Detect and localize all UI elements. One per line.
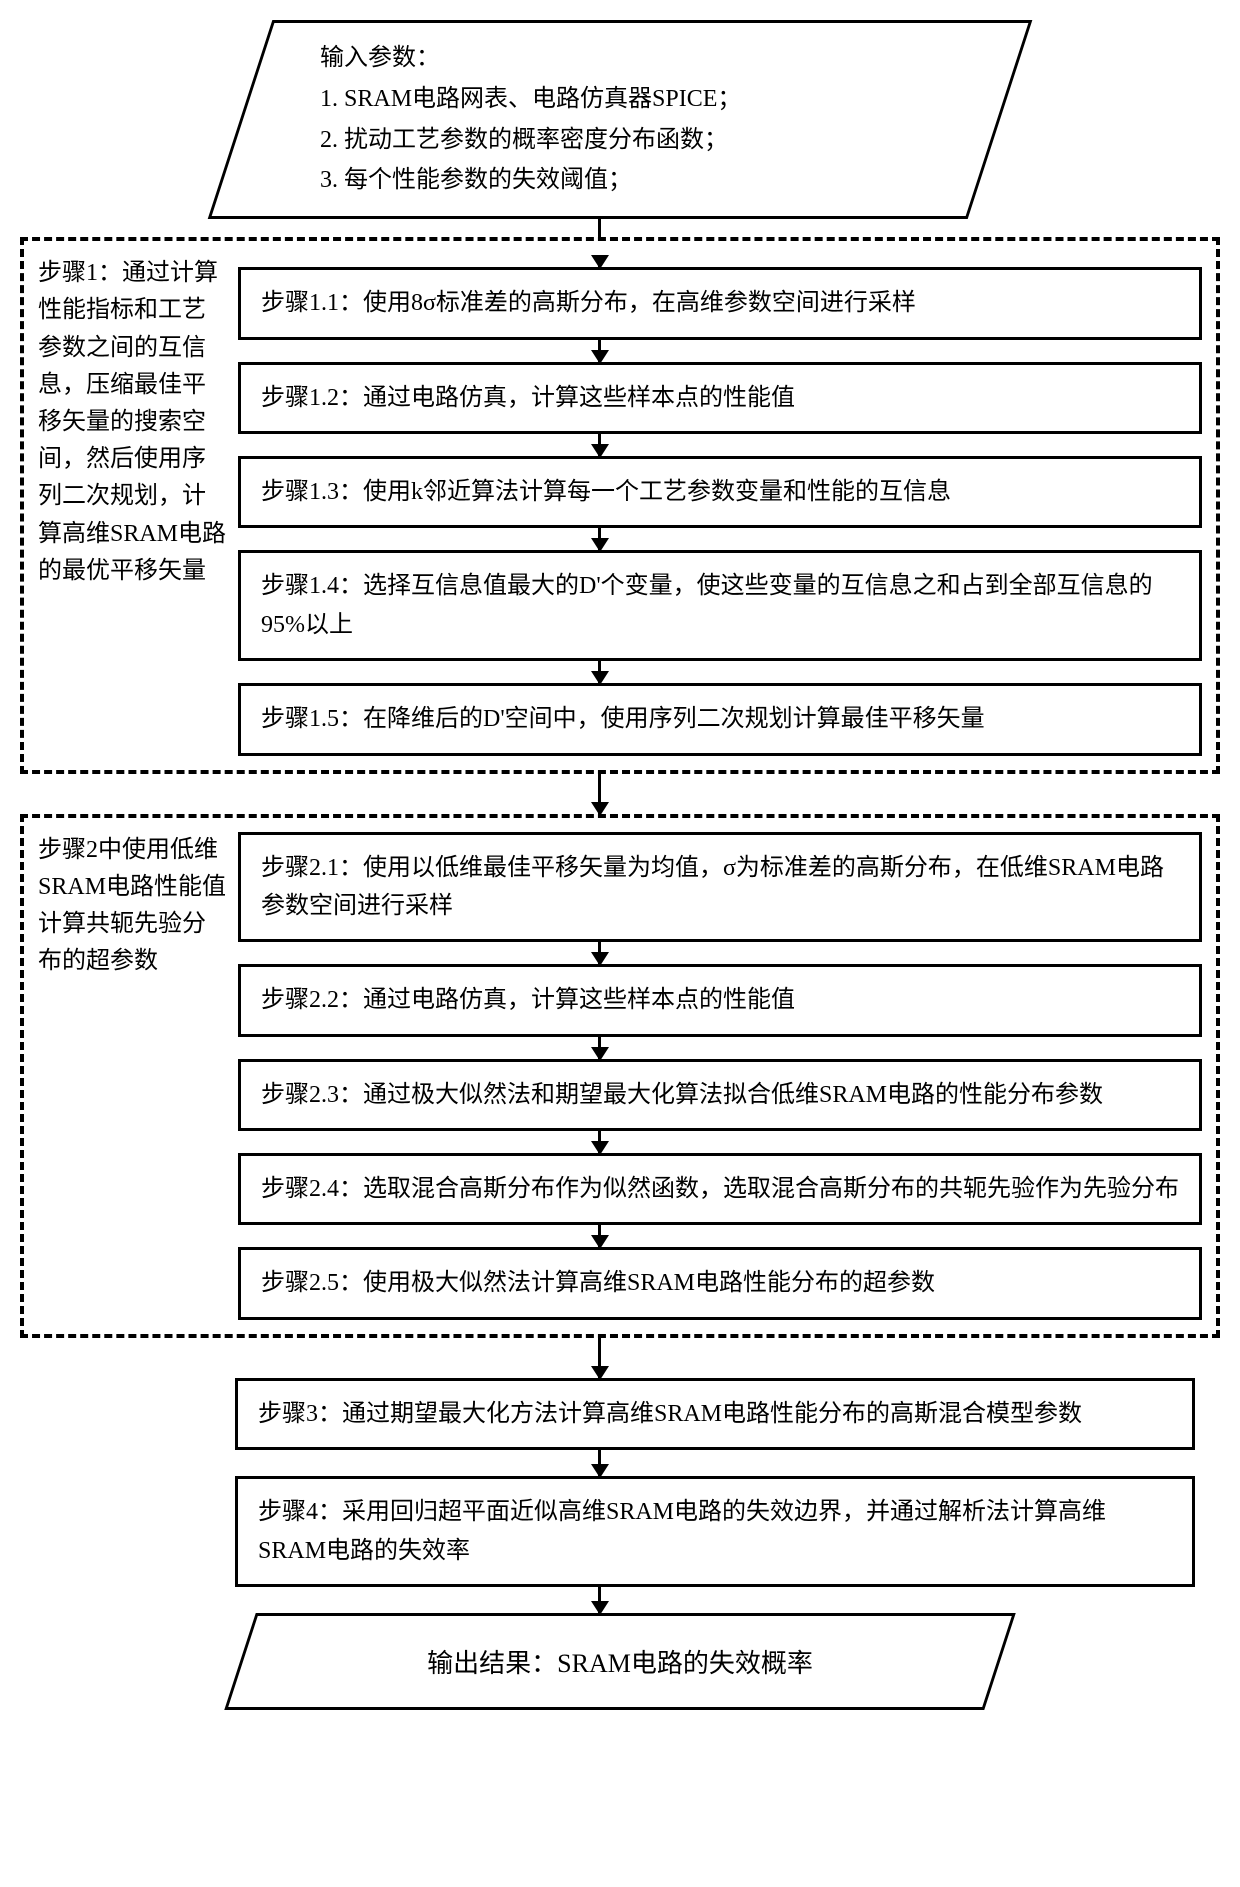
arrow-icon [598,528,601,550]
input-box: 输入参数： 1. SRAM电路网表、电路仿真器SPICE； 2. 扰动工艺参数的… [240,20,1000,219]
input-item-1: 1. SRAM电路网表、电路仿真器SPICE； [320,79,940,120]
step-1-4: 步骤1.4：选择互信息值最大的D'个变量，使这些变量的互信息之和占到全部互信息的… [238,550,1202,661]
step-4: 步骤4：采用回归超平面近似高维SRAM电路的失效边界，并通过解析法计算高维SRA… [235,1476,1195,1587]
step-2-1: 步骤2.1：使用以低维最佳平移矢量为均值，σ为标准差的高斯分布，在低维SRAM电… [238,832,1202,943]
step-2-5: 步骤2.5：使用极大似然法计算高维SRAM电路性能分布的超参数 [238,1247,1202,1319]
group-2-steps: 步骤2.1：使用以低维最佳平移矢量为均值，σ为标准差的高斯分布，在低维SRAM电… [238,832,1202,1320]
group-2: 步骤2中使用低维SRAM电路性能值计算共轭先验分布的超参数 步骤2.1：使用以低… [20,814,1220,1338]
step-1-2: 步骤1.2：通过电路仿真，计算这些样本点的性能值 [238,362,1202,434]
group-1-steps: 步骤1.1：使用8σ标准差的高斯分布，在高维参数空间进行采样 步骤1.2：通过电… [238,255,1202,755]
connector-line [598,219,601,237]
arrow-icon [598,1450,601,1476]
arrow-icon [598,661,601,683]
arrow-icon [598,942,601,964]
input-item-2: 2. 扰动工艺参数的概率密度分布函数； [320,120,940,161]
step-2-3: 步骤2.3：通过极大似然法和期望最大化算法拟合低维SRAM电路的性能分布参数 [238,1059,1202,1131]
arrow-icon [598,1037,601,1059]
input-title: 输入参数： [320,38,940,79]
arrow-icon [598,434,601,456]
group-1: 步骤1：通过计算性能指标和工艺参数之间的互信息，压缩最佳平移矢量的搜索空间，然后… [20,237,1220,773]
group-1-label: 步骤1：通过计算性能指标和工艺参数之间的互信息，压缩最佳平移矢量的搜索空间，然后… [38,255,238,590]
output-box: 输出结果：SRAM电路的失效概率 [240,1613,1000,1710]
arrow-icon [598,1338,601,1378]
step-2-2: 步骤2.2：通过电路仿真，计算这些样本点的性能值 [238,964,1202,1036]
arrow-icon [598,774,601,814]
step-1-3: 步骤1.3：使用k邻近算法计算每一个工艺参数变量和性能的互信息 [238,456,1202,528]
step-1-1: 步骤1.1：使用8σ标准差的高斯分布，在高维参数空间进行采样 [238,267,1202,339]
arrow-icon [598,1131,601,1153]
output-text: 输出结果：SRAM电路的失效概率 [427,1649,813,1678]
arrow-icon [598,340,601,362]
flowchart-root: 输入参数： 1. SRAM电路网表、电路仿真器SPICE； 2. 扰动工艺参数的… [20,20,1220,1710]
step-3: 步骤3：通过期望最大化方法计算高维SRAM电路性能分布的高斯混合模型参数 [235,1378,1195,1450]
arrow-icon [598,255,601,267]
input-item-3: 3. 每个性能参数的失效阈值； [320,160,940,201]
group-2-label: 步骤2中使用低维SRAM电路性能值计算共轭先验分布的超参数 [38,832,238,981]
arrow-icon [598,1225,601,1247]
step-1-5: 步骤1.5：在降维后的D'空间中，使用序列二次规划计算最佳平移矢量 [238,683,1202,755]
arrow-icon [598,1587,601,1613]
step-2-4: 步骤2.4：选取混合高斯分布作为似然函数，选取混合高斯分布的共轭先验作为先验分布 [238,1153,1202,1225]
